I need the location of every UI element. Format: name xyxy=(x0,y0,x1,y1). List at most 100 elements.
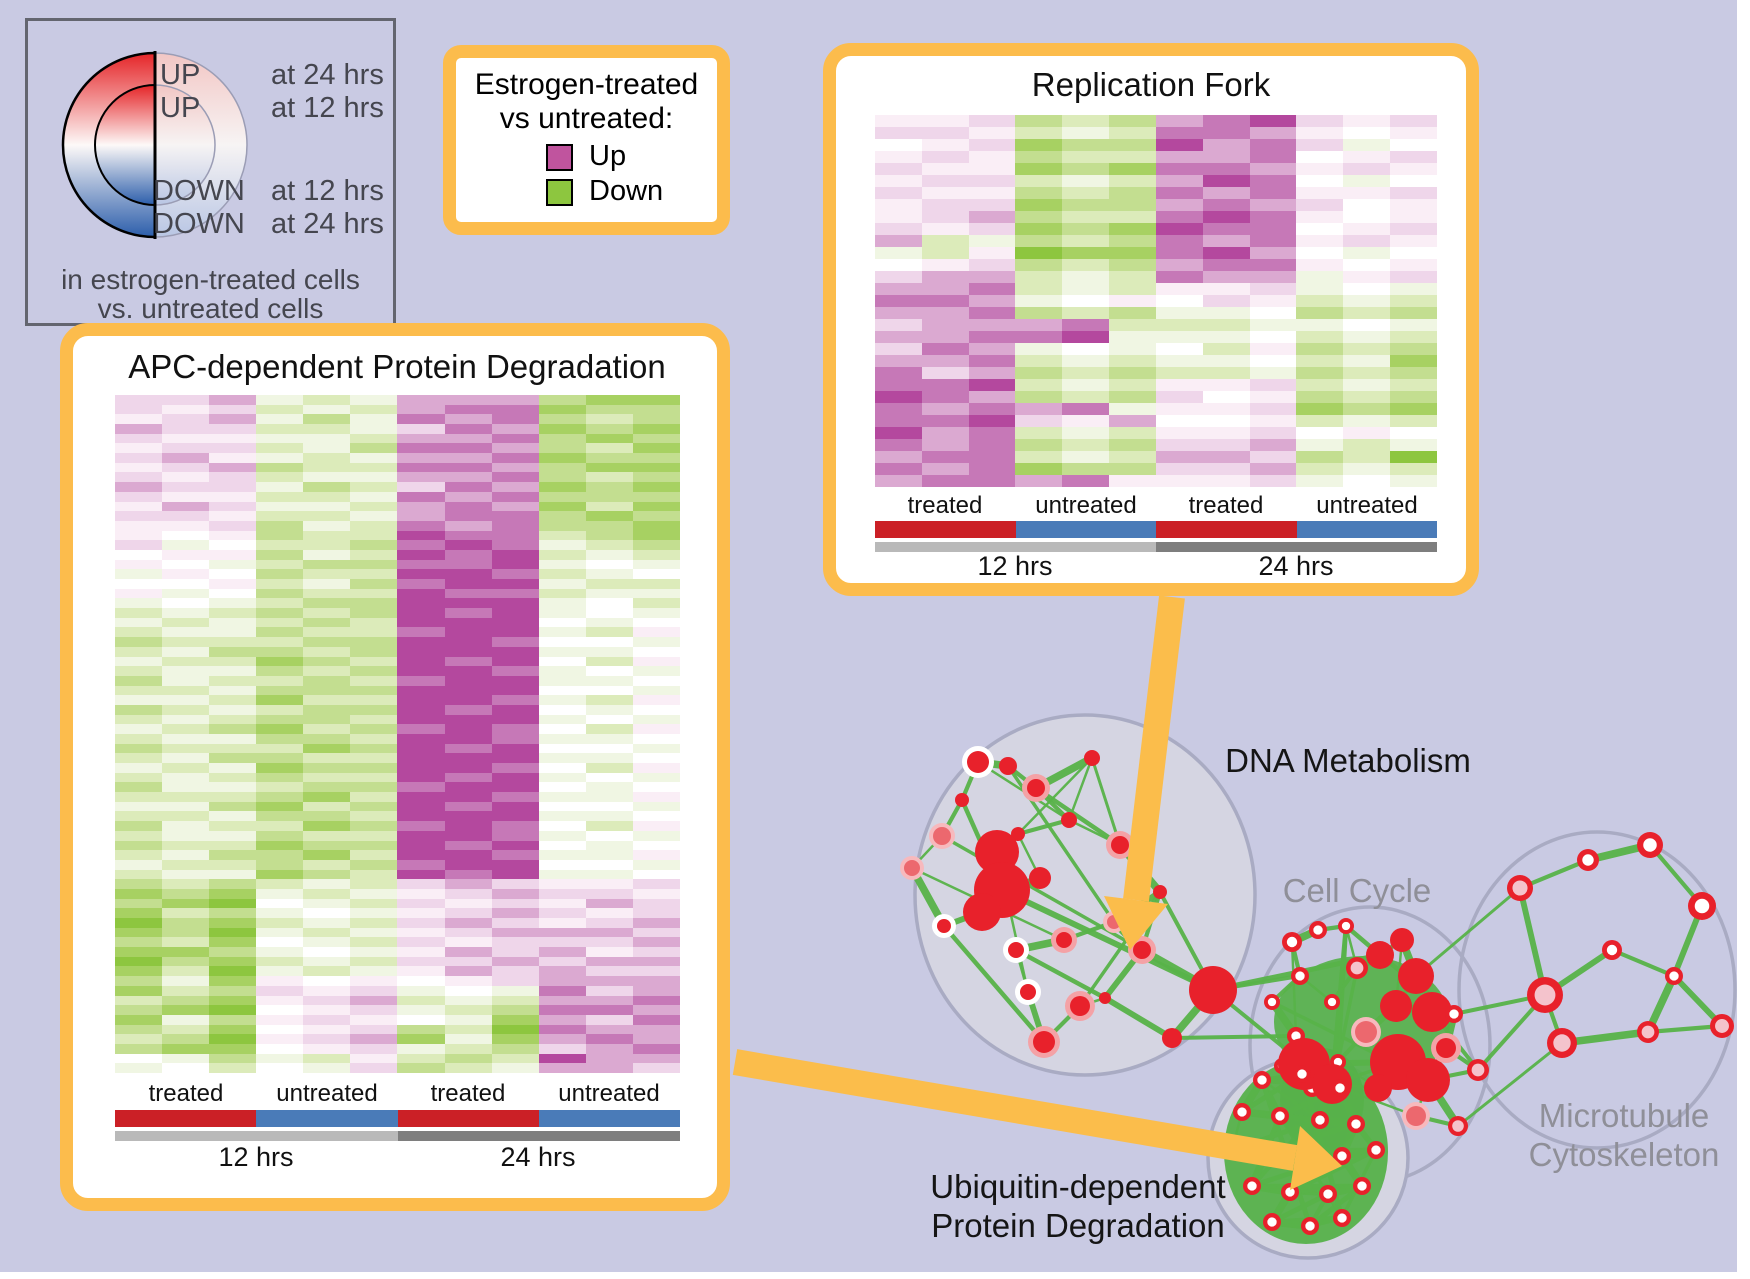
heatmap-cell xyxy=(303,1024,351,1035)
heatmap-cell xyxy=(1296,379,1344,391)
heatmap-cell xyxy=(875,403,922,415)
heatmap-cell xyxy=(256,443,304,454)
heatmap-cell xyxy=(1296,427,1344,439)
rf-group-label-3: treated xyxy=(1188,492,1264,519)
updown-circles-graphic xyxy=(61,51,248,239)
heatmap-cell xyxy=(444,675,492,686)
heatmap-cell xyxy=(162,482,210,492)
heatmap-cell xyxy=(632,666,680,676)
heatmap-cell xyxy=(350,879,398,889)
heatmap-cell xyxy=(1343,211,1391,223)
heatmap-cell xyxy=(397,414,445,425)
heatmap-cell xyxy=(1296,187,1344,199)
heatmap-cell xyxy=(303,830,351,841)
node-ring-core xyxy=(1008,942,1024,958)
heatmap-cell xyxy=(632,588,680,599)
heatmap-cell xyxy=(303,559,351,570)
heatmap-cell xyxy=(397,956,445,967)
heatmap-cell xyxy=(1062,283,1110,295)
heatmap-cell xyxy=(397,424,445,434)
heatmap-cell xyxy=(115,821,163,831)
heatmap-cell xyxy=(1062,379,1110,391)
heatmap-cell xyxy=(1202,343,1250,355)
heatmap-cell xyxy=(1155,175,1203,187)
heatmap-cell xyxy=(921,367,969,379)
heatmap-cell xyxy=(1155,355,1203,367)
heatmap-cell xyxy=(1390,235,1437,247)
heatmap-cell xyxy=(397,937,445,948)
heatmap-cell xyxy=(1390,115,1437,127)
heatmap-cell xyxy=(350,443,398,454)
heatmap-cell xyxy=(1390,319,1437,331)
cluster-label-ub: Ubiquitin-dependent xyxy=(930,1168,1225,1205)
heatmap-cell xyxy=(303,918,351,928)
heatmap-cell xyxy=(1296,163,1344,175)
node-solid xyxy=(1390,928,1414,952)
heatmap-cell xyxy=(1062,307,1110,319)
heatmap-cell xyxy=(256,966,304,977)
heatmap-cell xyxy=(444,637,492,647)
node-solid xyxy=(1398,958,1434,994)
heatmap-cell xyxy=(444,627,492,638)
heatmap-cell xyxy=(303,433,351,444)
network-edge xyxy=(1102,995,1175,1041)
heatmap-cell xyxy=(1015,475,1063,487)
heatmap-cell xyxy=(1343,331,1391,343)
heatmap-cell xyxy=(397,395,445,405)
heatmap-cell xyxy=(585,530,633,541)
heatmap-cell xyxy=(538,1024,586,1035)
heatmap-cell xyxy=(444,869,492,880)
heatmap-cell xyxy=(444,734,492,744)
heatmap-cell xyxy=(1155,403,1203,415)
heatmap-cell xyxy=(303,714,351,725)
heatmap-cell xyxy=(921,271,969,283)
heatmap-cell xyxy=(397,530,445,541)
heatmap-cell xyxy=(1390,259,1437,271)
node-solid xyxy=(1406,1058,1450,1102)
heatmap-cell xyxy=(209,1034,257,1044)
heatmap-cell xyxy=(1202,391,1250,403)
heatmap-cell xyxy=(585,1053,633,1064)
heatmap-cell xyxy=(209,1053,257,1064)
heatmap-cell xyxy=(444,1043,492,1054)
heatmap-cell xyxy=(397,947,445,957)
heatmap-cell xyxy=(303,704,351,715)
node-donut-hole xyxy=(1371,1145,1381,1155)
network-edge xyxy=(1456,1041,1564,1128)
heatmap-cell xyxy=(1109,115,1156,127)
heatmap-cell xyxy=(1109,355,1156,367)
heatmap-cell xyxy=(1390,151,1437,163)
heatmap-cell xyxy=(256,559,304,570)
heatmap-cell xyxy=(1343,319,1391,331)
heatmap-cell xyxy=(1015,187,1063,199)
network-edge xyxy=(1269,1191,1331,1225)
heatmap-cell xyxy=(397,763,445,773)
treated-bar xyxy=(115,1110,257,1127)
heatmap-cell xyxy=(1062,115,1110,127)
heatmap-cell xyxy=(538,579,586,589)
heatmap-cell xyxy=(1390,271,1437,283)
heatmap-cell xyxy=(303,666,351,676)
heatmap-cell xyxy=(209,801,257,812)
heatmap-cell xyxy=(1390,427,1437,439)
heatmap-cell xyxy=(491,821,539,831)
heatmap-cell xyxy=(350,1034,398,1044)
heatmap-cell xyxy=(1343,343,1391,355)
heatmap-cell xyxy=(585,792,633,802)
heatmap-cell xyxy=(491,646,539,657)
heatmap-cell xyxy=(115,598,163,609)
heatmap-cell xyxy=(256,453,304,463)
heatmap-cell xyxy=(162,714,210,725)
heatmap-cell xyxy=(1296,331,1344,343)
heatmap-cell xyxy=(491,908,539,919)
heatmap-cell xyxy=(632,627,680,638)
node-donut-hole xyxy=(1606,944,1618,956)
heatmap-cell xyxy=(585,559,633,570)
heatmap-cell xyxy=(303,947,351,957)
heatmap-cell xyxy=(632,675,680,686)
heatmap-cell xyxy=(350,598,398,609)
heatmap-cell xyxy=(491,830,539,841)
heatmap-cell xyxy=(303,966,351,977)
heatmap-cell xyxy=(491,724,539,734)
heatmap-cell xyxy=(1015,151,1063,163)
